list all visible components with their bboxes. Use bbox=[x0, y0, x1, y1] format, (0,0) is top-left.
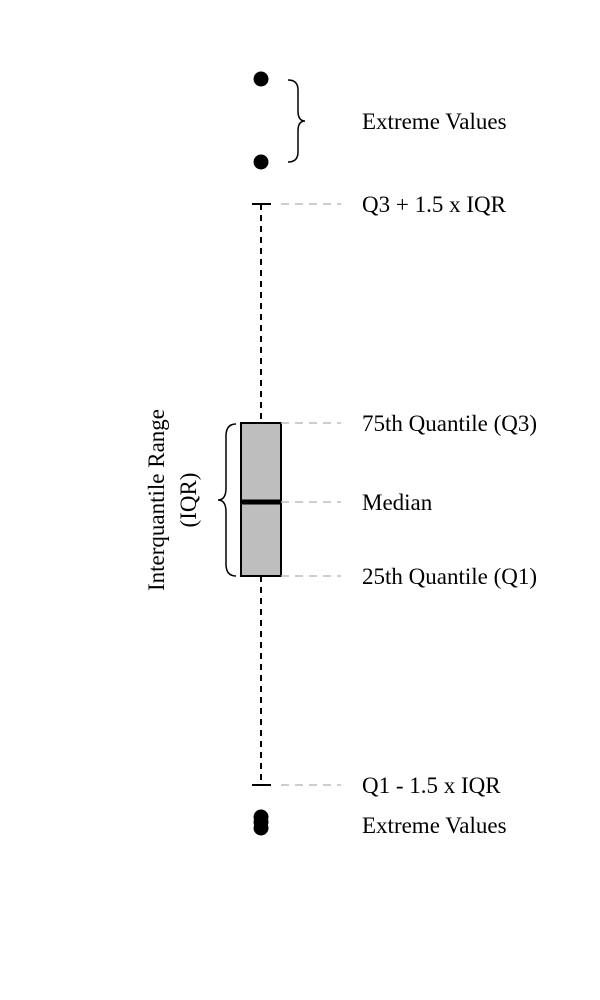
label-extreme-values-top: Extreme Values bbox=[362, 109, 507, 134]
label-lower-fence: Q1 - 1.5 x IQR bbox=[362, 773, 501, 798]
label-q1: 25th Quantile (Q1) bbox=[362, 564, 537, 589]
label-upper-fence: Q3 + 1.5 x IQR bbox=[362, 192, 507, 217]
outlier-point-top-2 bbox=[253, 154, 269, 170]
iqr-label: Interquantile Range (IQR) bbox=[144, 409, 201, 591]
iqr-label-line1: Interquantile Range bbox=[144, 409, 169, 591]
label-q3: 75th Quantile (Q3) bbox=[362, 411, 537, 436]
extreme-values-brace bbox=[287, 79, 306, 163]
label-median: Median bbox=[362, 490, 433, 515]
outlier-point-top-1 bbox=[253, 71, 269, 87]
iqr-brace bbox=[217, 423, 237, 577]
iqr-label-line2: (IQR) bbox=[176, 473, 201, 528]
outlier-point-bottom-3 bbox=[253, 820, 269, 836]
label-extreme-values-bottom: Extreme Values bbox=[362, 813, 507, 838]
